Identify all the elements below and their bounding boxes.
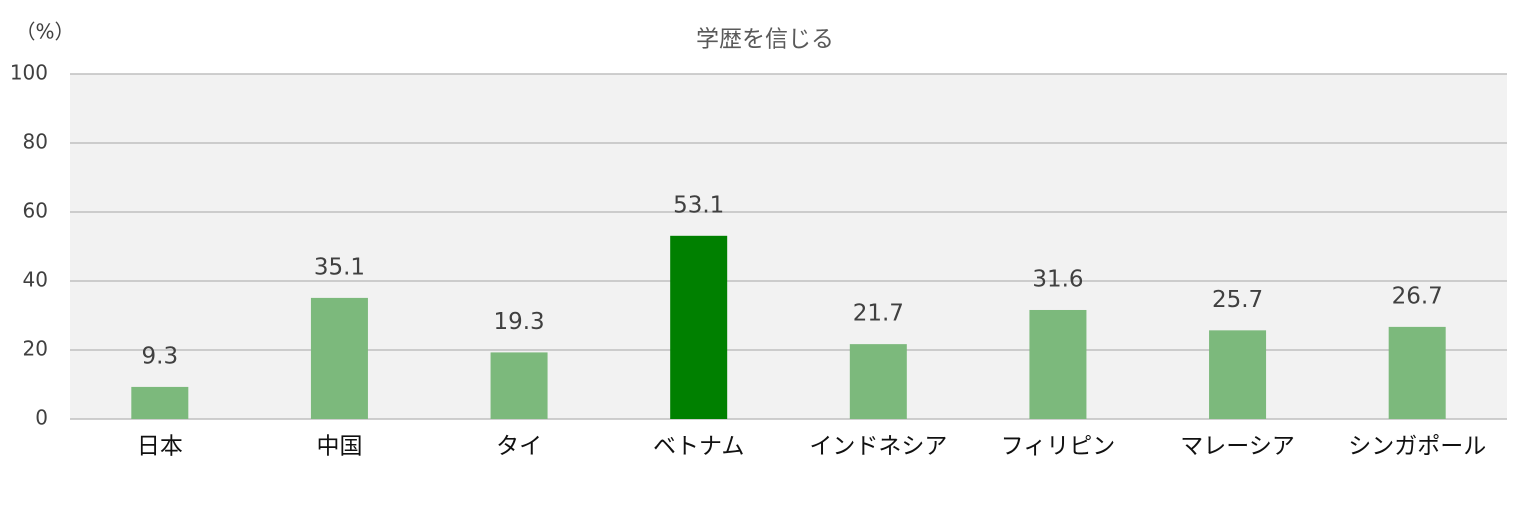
- data-label: 19.3: [493, 309, 544, 335]
- y-tick-label: 80: [23, 130, 48, 154]
- data-label: 35.1: [314, 254, 365, 280]
- bar: [1029, 309, 1087, 419]
- x-tick-label: 中国: [316, 434, 362, 460]
- x-tick-label: 日本: [137, 434, 183, 460]
- y-tick-label: 100: [10, 61, 48, 85]
- y-tick-label: 0: [35, 406, 48, 430]
- data-label: 21.7: [853, 301, 904, 327]
- bar: [310, 297, 368, 419]
- x-tick-label: タイ: [496, 434, 542, 460]
- plot-area: [70, 74, 1507, 419]
- x-tick-label: フィリピン: [1001, 434, 1116, 460]
- x-tick-label: マレーシア: [1180, 434, 1295, 460]
- bar: [490, 352, 548, 419]
- bar: [849, 344, 907, 419]
- data-label: 53.1: [673, 192, 724, 218]
- data-label: 9.3: [142, 343, 179, 369]
- unit-label: （%）: [15, 20, 74, 44]
- data-label: 25.7: [1212, 287, 1263, 313]
- x-tick-label: インドネシア: [809, 434, 947, 460]
- y-tick-label: 20: [23, 337, 48, 361]
- bar: [131, 386, 189, 419]
- y-tick-label: 60: [23, 199, 48, 223]
- x-tick-label: ベトナム: [653, 434, 744, 460]
- data-label: 31.6: [1032, 266, 1083, 292]
- bar: [1388, 326, 1446, 419]
- data-label: 26.7: [1392, 283, 1443, 309]
- bar: [670, 235, 728, 419]
- y-tick-label: 40: [23, 268, 48, 292]
- x-tick-label: シンガポール: [1348, 434, 1486, 460]
- bar: [1209, 330, 1267, 419]
- chart-title: 学歴を信じる: [696, 27, 834, 53]
